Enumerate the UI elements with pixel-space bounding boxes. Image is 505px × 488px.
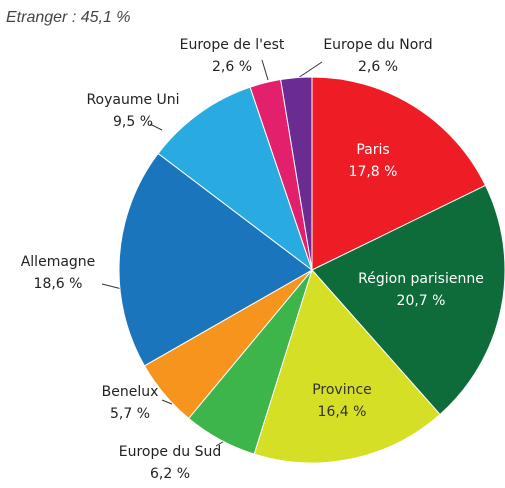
pie-slice [280,76,313,271]
value-label: 9,5 % [113,114,153,130]
value-label: 2,6 % [358,59,398,75]
slice-label: Région parisienne [358,271,484,287]
chart-title: Etranger : 45,1 % [6,9,131,26]
leader-line [161,399,173,405]
value-label: 16,4 % [318,404,367,420]
pie-slice [253,269,441,464]
value-label: 6,2 % [150,466,190,482]
leader-line [149,123,163,131]
leader-line [261,59,269,81]
pie-slice [118,152,313,367]
slice-label: Royaume Uni [86,92,179,108]
slice-label: Europe du Sud [119,444,222,460]
slice-label: Allemagne [21,254,96,270]
leader-line [297,61,323,79]
value-label: 20,7 % [397,293,446,309]
slice-label: Europe de l'est [180,37,285,53]
value-label: 5,7 % [110,406,150,422]
pie-slice [311,76,487,271]
slice-label: Paris [356,142,389,158]
value-label: 2,6 % [212,59,252,75]
slice-label: Benelux [102,384,159,400]
slice-label: Europe du Nord [323,37,432,53]
slice-label: Province [312,382,372,398]
pie-slice [157,86,313,272]
pie-slice [311,184,505,416]
value-label: 17,8 % [349,164,398,180]
value-label: 18,6 % [34,276,83,292]
